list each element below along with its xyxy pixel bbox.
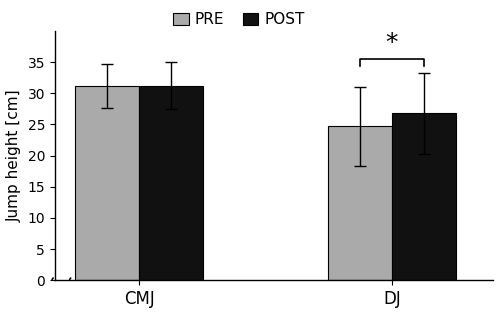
Text: *: * xyxy=(386,31,398,54)
Bar xyxy=(75,86,139,280)
Bar xyxy=(139,86,203,280)
Legend: PRE, POST: PRE, POST xyxy=(168,6,310,33)
Bar xyxy=(392,113,456,280)
Y-axis label: Jump height [cm]: Jump height [cm] xyxy=(7,89,22,222)
Bar xyxy=(328,126,392,280)
